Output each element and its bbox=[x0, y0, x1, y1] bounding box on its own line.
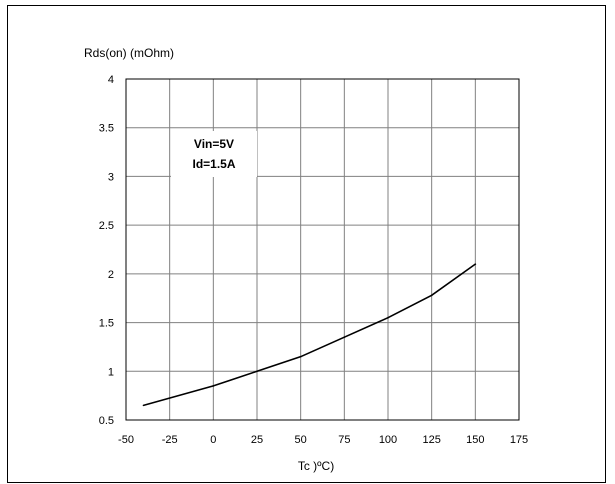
y-tick-label-3: 2 bbox=[108, 269, 114, 281]
data-point-0-7 bbox=[474, 263, 477, 265]
x-tick-label-6: 100 bbox=[379, 434, 397, 446]
x-axis-label: Tc )ºC) bbox=[298, 459, 334, 473]
x-tick-labels: -50 -25 0 25 50 75 100 125 150 175 bbox=[118, 434, 528, 446]
plot-area bbox=[125, 78, 520, 421]
y-tick-label-1: 1 bbox=[108, 366, 114, 378]
y-tick-label-5: 3 bbox=[108, 171, 114, 183]
x-tick-label-8: 150 bbox=[466, 434, 484, 446]
x-tick-label-4: 50 bbox=[295, 434, 307, 446]
x-tick-label-0: -50 bbox=[118, 434, 134, 446]
y-axis-label: Rds(on) (mOhm) bbox=[84, 46, 174, 60]
data-point-0-0 bbox=[142, 404, 145, 407]
y-tick-label-6: 3.5 bbox=[99, 123, 114, 135]
chart-frame bbox=[7, 5, 606, 483]
y-tick-labels: 0.5 1 1.5 2 2.5 3 3.5 4 bbox=[99, 74, 114, 427]
annotation-id: Id=1.5A bbox=[192, 157, 235, 171]
x-tick-label-1: -25 bbox=[162, 434, 178, 446]
annotation-box bbox=[171, 131, 257, 177]
data-point-0-3 bbox=[299, 355, 302, 358]
data-point-0-5 bbox=[387, 316, 389, 319]
annotation-vin: Vin=5V bbox=[194, 137, 234, 151]
x-tick-label-2: 0 bbox=[210, 434, 216, 446]
x-tick-label-7: 125 bbox=[422, 434, 440, 446]
y-tick-label-4: 2.5 bbox=[99, 220, 114, 232]
data-point-0-1 bbox=[212, 385, 215, 387]
y-tick-label-0: 0.5 bbox=[99, 415, 114, 427]
x-tick-label-3: 25 bbox=[251, 434, 263, 446]
data-point-0-6 bbox=[430, 294, 433, 297]
x-tick-label-5: 75 bbox=[338, 434, 350, 446]
series-line-0 bbox=[143, 263, 476, 407]
data-point-0-2 bbox=[256, 370, 258, 373]
series-group bbox=[142, 263, 477, 407]
y-tick-label-2: 1.5 bbox=[99, 318, 114, 330]
grid bbox=[125, 78, 520, 421]
x-tick-label-9: 175 bbox=[510, 434, 528, 446]
y-tick-label-7: 4 bbox=[108, 74, 114, 86]
data-point-0-4 bbox=[343, 336, 346, 338]
